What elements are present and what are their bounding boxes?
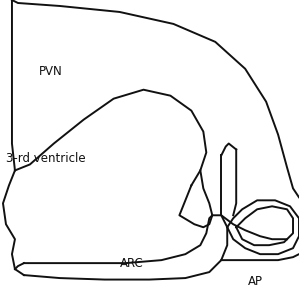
Text: ARC: ARC [120, 257, 143, 270]
Text: PVN: PVN [39, 65, 62, 78]
Text: 3-rd ventricle: 3-rd ventricle [6, 152, 86, 165]
Text: AP: AP [248, 274, 263, 288]
